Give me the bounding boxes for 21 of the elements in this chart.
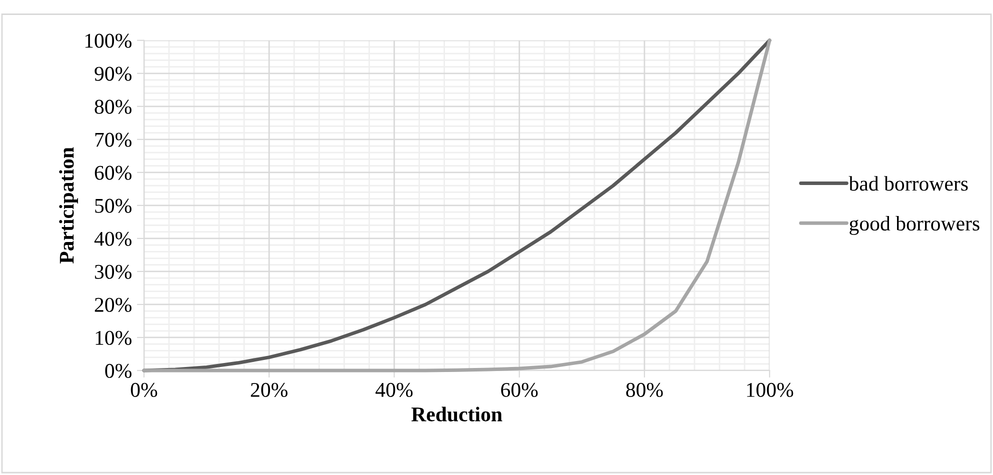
y-tick-label: 80% [94,100,132,114]
y-tick-label: 0% [105,364,132,378]
legend-label: good borrowers [850,216,980,235]
x-tick-label: 80% [626,382,663,398]
y-tick-label: 50% [95,198,132,213]
legend-label: bad borrowers [848,176,968,191]
y-tick-label: 30% [94,264,132,279]
x-tick-label: 0% [130,382,158,398]
x-tick-label: 100% [747,382,794,398]
y-tick-label: 70% [95,132,132,147]
y-tick-label: 20% [94,298,132,312]
x-tick-label: 20% [250,382,288,398]
y-tick-label: 90% [94,66,132,81]
x-tick-label: 40% [376,382,413,398]
x-axis-title: Reduction [411,406,502,422]
y-axis-title: Participation [59,147,78,264]
y-tick-label: 40% [94,232,132,246]
y-tick-label: 60% [94,166,132,180]
y-tick-label: 10% [96,330,132,345]
x-tick-label: 60% [501,382,538,398]
y-tick-label: 100% [85,34,132,48]
